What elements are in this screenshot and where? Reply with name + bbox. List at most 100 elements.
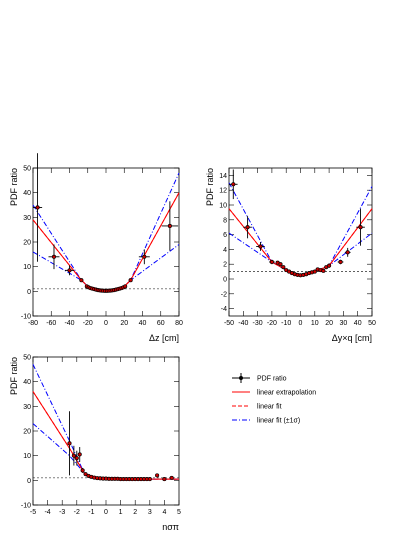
x-tick-label: -2 <box>74 509 80 516</box>
data-point <box>243 216 252 239</box>
point-marker <box>321 268 326 273</box>
x-tick-label: 5 <box>177 509 181 516</box>
data-point <box>80 468 85 473</box>
x-tick-label: -20 <box>83 320 93 327</box>
y-tick-label: 50 <box>23 355 31 362</box>
y-tick-label: -10 <box>21 314 31 321</box>
data-point <box>278 262 283 267</box>
data-point <box>77 447 82 462</box>
point-marker <box>71 453 76 458</box>
extrapolation-line <box>32 391 179 480</box>
extrapolation-line <box>228 208 373 276</box>
legend-label: linear fit (±1σ) <box>257 418 300 425</box>
point-marker <box>162 477 167 482</box>
data-point <box>356 208 365 246</box>
y-tick-label: 8 <box>223 217 227 224</box>
y-tick-label: 30 <box>23 215 31 222</box>
point-marker <box>358 225 363 230</box>
panel-dz: -80 -60 -40 -20 0 20 40 60 80 -10 0 10 20 30 40 50 Δz [c… <box>9 153 183 343</box>
y-tick-label: 50 <box>23 166 31 173</box>
x-tick-label: 3 <box>148 509 152 516</box>
data-point <box>312 269 317 274</box>
legend-item: linear fit <box>232 404 282 411</box>
y-tick-label: 0 <box>27 478 31 485</box>
data-point <box>64 265 75 276</box>
x-tick-label: 1 <box>119 509 123 516</box>
y-tick-label: 20 <box>23 429 31 436</box>
point-marker <box>345 250 350 255</box>
y-tick-label: 10 <box>219 203 227 210</box>
fit-sigma-lower-line <box>228 232 373 276</box>
x-tick-label: -40 <box>64 320 74 327</box>
point-marker <box>245 225 250 230</box>
x-tick-label: -5 <box>30 509 36 516</box>
y-tick-label: 0 <box>223 277 227 284</box>
fit-sigma-upper-line <box>228 182 373 276</box>
y-tick-label: 10 <box>23 264 31 271</box>
point-marker <box>167 223 172 229</box>
point-marker <box>35 205 40 210</box>
fit-line <box>228 208 373 276</box>
data-point <box>324 265 329 270</box>
fit-sigma-lower-line <box>32 423 179 480</box>
legend-label: linear extrapolation <box>257 390 316 397</box>
x-tick-label: 80 <box>175 320 183 327</box>
data-point <box>281 265 286 270</box>
point-marker <box>278 262 283 267</box>
x-axis-title: Δy×q [cm] <box>332 333 372 343</box>
y-tick-label: 40 <box>23 379 31 386</box>
y-tick-label: 6 <box>223 232 227 239</box>
y-tick-label: 0 <box>27 289 31 296</box>
data-point <box>71 445 76 466</box>
y-tick-label: -4 <box>221 306 227 313</box>
y-axis-title: PDF ratio <box>205 168 215 206</box>
x-tick-label: -1 <box>88 509 94 516</box>
point-marker <box>79 278 84 283</box>
x-tick-label: -60 <box>46 320 56 327</box>
x-axis-title: nσπ <box>162 522 179 532</box>
panel-dyq: -50 -40 -30 -20 -10 0 10 20 30 40 50-4-20246810121… <box>205 167 376 343</box>
data-point <box>162 477 167 482</box>
y-tick-label: 14 <box>219 173 227 180</box>
point-marker <box>74 456 79 461</box>
y-tick-label: 2 <box>223 262 227 269</box>
data-point <box>138 249 150 265</box>
plot-frame <box>32 356 180 506</box>
fit-line <box>32 192 180 292</box>
point-marker <box>231 182 236 187</box>
x-tick-label: 0 <box>104 509 108 516</box>
point-marker <box>128 278 133 283</box>
point-marker <box>67 441 72 446</box>
legend-label: PDF ratio <box>257 376 287 383</box>
data-point <box>229 169 238 200</box>
data-point <box>256 242 265 251</box>
x-tick-label: 0 <box>104 320 108 327</box>
point-marker <box>281 265 286 270</box>
x-tick-label: -10 <box>281 320 291 327</box>
point-marker <box>67 268 72 273</box>
data-point <box>130 477 135 482</box>
x-tick-label: 0 <box>299 320 303 327</box>
fit-sigma-lower-line <box>32 244 180 292</box>
data-point <box>161 201 179 251</box>
point-marker <box>51 254 57 259</box>
y-tick-label: 20 <box>23 240 31 247</box>
data-point <box>155 473 160 478</box>
data-point <box>141 477 147 482</box>
point-marker <box>123 284 128 289</box>
point-marker <box>269 259 274 265</box>
x-tick-label: -4 <box>44 509 50 516</box>
point-marker <box>142 254 147 259</box>
x-tick-label: -30 <box>253 320 263 327</box>
data-point <box>344 247 351 257</box>
point-marker <box>169 475 174 480</box>
point-marker <box>258 244 263 249</box>
data-point <box>147 477 152 482</box>
legend-item: PDF ratio <box>232 373 287 383</box>
point-marker <box>80 468 85 473</box>
point-marker <box>338 259 343 265</box>
fit-sigma-upper-line <box>32 364 179 480</box>
data-point <box>67 411 72 476</box>
